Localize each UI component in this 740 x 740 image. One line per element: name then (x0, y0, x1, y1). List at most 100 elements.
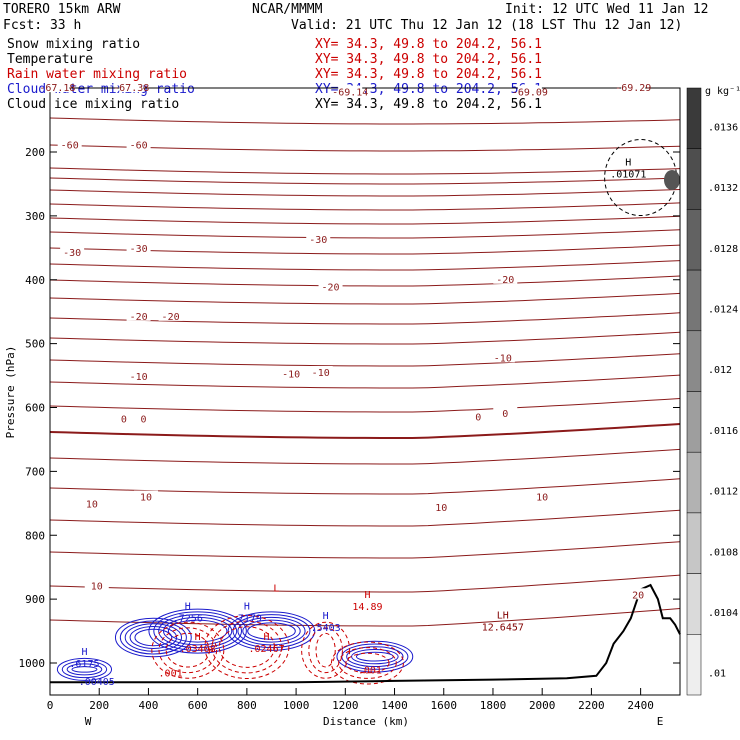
x-tick-label: 2200 (578, 699, 605, 712)
isotherm-14 (49, 353, 681, 367)
extremum-value: .7256 (173, 614, 203, 625)
cloud-water-contour-0-0 (114, 617, 192, 658)
cloud-contours (56, 139, 680, 685)
temperature-label: 0 (502, 409, 508, 420)
cloud-water-contour-2-4 (247, 622, 296, 640)
isotherm-6 (49, 215, 681, 225)
isotherm-18 (49, 448, 681, 465)
extremum-mark: H (244, 602, 250, 613)
rain-contour-1-1 (211, 620, 283, 674)
temperature-label: 10 (91, 581, 103, 592)
isotherm-17 (49, 423, 681, 439)
rain-contour-2-1 (308, 627, 343, 674)
isotherm-8 (49, 244, 681, 255)
rain-contour-0-1 (158, 627, 218, 674)
forecast-hour: Fcst: 33 h (3, 18, 81, 33)
rain-contour-2-0 (301, 621, 351, 679)
rain-contour-1-0 (204, 615, 290, 680)
extremum-mark: H (195, 632, 201, 643)
temperature-label-bg (126, 138, 151, 150)
center-title: NCAR/MMMM (252, 2, 323, 17)
colorbar-swatch (686, 209, 702, 271)
temperature-label: -10 (494, 353, 512, 364)
extremum-value: .001 (358, 665, 382, 676)
temperature-label-bg (57, 138, 82, 150)
isotherm-7 (49, 229, 681, 239)
y-tick-label: 400 (25, 274, 45, 287)
temperature-label-bg (126, 369, 151, 381)
extremum-value: .02467 (249, 644, 285, 655)
temperature-label-bg (338, 85, 363, 97)
colorbar-tick-label: .0128 (708, 244, 738, 255)
legend-cloudice-xy: XY= 34.3, 49.8 to 204.2, 56.1 (315, 97, 542, 112)
isotherm-16 (49, 398, 681, 413)
temperature-label-bg (279, 367, 304, 379)
temperature-label-bg (131, 412, 156, 424)
init-time: Init: 12 UTC Wed 11 Jan 12 (505, 2, 709, 17)
isotherm-3 (49, 177, 681, 185)
temperature-label: -69.09 (512, 88, 548, 99)
temperature-label-bg (60, 245, 85, 257)
cloud-water-contour-1-4 (167, 619, 228, 643)
legend: Snow mixing ratio XY= 34.3, 49.8 to 204.… (7, 37, 542, 112)
cloud-water-contour-0-3 (129, 625, 178, 649)
colorbar-tick-label: .01 (708, 669, 726, 680)
extremum-mark: H (323, 611, 329, 622)
extremum-value: .001 (159, 668, 183, 679)
x-tick-label: 800 (237, 699, 257, 712)
x-tick-label: 0 (47, 699, 54, 712)
cloud-water-contour-4-2 (66, 663, 103, 676)
colorbar-swatch (686, 87, 702, 149)
snow-shaded-patch (664, 170, 680, 190)
x-tick-label: 2000 (529, 699, 556, 712)
colorbar-tick-label: .0112 (708, 487, 738, 498)
isotherm-12 (49, 312, 681, 325)
temperature-label: -69.29 (615, 83, 651, 94)
rain-contour-3-1 (338, 647, 397, 679)
temperature-label-bg (45, 81, 70, 93)
isotherm-10 (49, 275, 681, 287)
cloud-water-contour-4-0 (56, 657, 113, 681)
y-tick-label: 300 (25, 210, 45, 223)
isotherm-0 (49, 117, 681, 125)
legend-temperature-label: Temperature (7, 52, 93, 67)
cloud-water-contour-1-0 (148, 608, 247, 654)
model-title: TORERO 15km ARW (3, 2, 121, 17)
isotherm-2 (49, 167, 681, 175)
temperature-label-bg (626, 588, 651, 600)
rain-contour-3-0 (330, 641, 404, 685)
temperature-label: -67.38 (113, 83, 149, 94)
x-tick-label: 200 (89, 699, 109, 712)
temperature-label: -20 (322, 282, 340, 293)
isotherm-21 (49, 541, 681, 559)
extremum-value: .6175 (69, 659, 99, 670)
colorbar-tick-label: .0124 (708, 304, 738, 315)
extremum-value: 12.6457 (482, 623, 524, 634)
x-tick-label: 1600 (431, 699, 458, 712)
temperature-label: -20 (130, 312, 148, 323)
colorbar-units: g kg⁻¹ (705, 86, 740, 97)
temperature-label: -20 (496, 275, 514, 286)
extremum-mark: H (81, 647, 87, 658)
terrain-line (50, 583, 681, 684)
temperature-label-bg (466, 410, 491, 422)
legend-cloudwater-label: Cloud water mixing ratio (7, 82, 195, 97)
extremum-mark: H (364, 590, 370, 601)
cloud-water-contour-2-0 (227, 611, 316, 651)
extremum-value: .5403 (311, 623, 341, 634)
colorbar-swatch (686, 148, 702, 210)
temperature-label-bg (158, 309, 183, 321)
temperature-label-bg (490, 351, 515, 363)
y-tick-label: 500 (25, 338, 45, 351)
extremum-mark: H (185, 602, 191, 613)
extremum-mark: H (264, 632, 270, 643)
legend-snow-label: Snow mixing ratio (7, 37, 140, 52)
legend-cloudwater-xy: XY= 34.3, 49.8 to 204.2, 56.1 (315, 82, 542, 97)
temperature-label: -67.18 (39, 83, 75, 94)
temperature-label: -20 (162, 312, 180, 323)
temperature-label-bg (79, 497, 104, 509)
isotherm-1 (49, 144, 681, 152)
temperature-label: -60 (61, 141, 79, 152)
isotherm-11 (49, 292, 681, 305)
legend-temperature-xy: XY= 34.3, 49.8 to 204.2, 56.1 (315, 52, 542, 67)
